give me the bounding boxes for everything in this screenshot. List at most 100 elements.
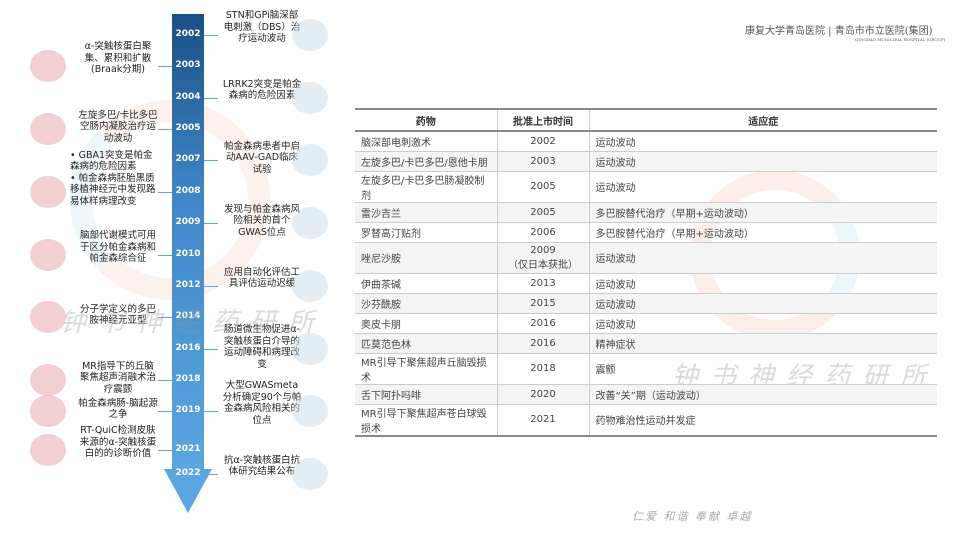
drug-cell: 唑尼沙胺 [355,242,497,274]
timeline-arrow-head [164,469,212,513]
table-row: MR引导下聚焦超声苍白球毁损术 2021 药物难治性运动并发症 [355,404,937,437]
timeline-year: 2012 [175,280,201,290]
timeline-connector [158,450,172,451]
indication-cell: 运动波动 [588,313,937,334]
approval-year-cell: 2015 [496,293,589,314]
table-row: 左旋多巴/卡巴多巴肠凝胶制剂 2005 运动波动 [355,171,937,203]
approval-year-cell: 2002 [496,131,589,152]
watermark-text: 钟书神经药研所 [60,308,327,338]
timeline-year: 2010 [175,249,201,259]
indication-cell: 运动波动 [588,293,937,314]
drug-cell: 沙芬酰胺 [355,293,497,314]
table-row: 唑尼沙胺 2009 （仅日本获批） 运动波动 [355,242,937,274]
table-row: 雷沙吉兰 2005 多巴胺替代治疗（早期+运动波动） [355,202,937,223]
illustration-icon [292,82,328,114]
table-row: 匹莫范色林 2016 精神症状 [355,333,937,354]
illustration-icon [30,301,66,333]
timeline-connector [158,380,172,381]
table-row: 罗替高汀贴剂 2006 多巴胺替代治疗（早期+运动波动） [355,222,937,243]
approval-year-cell: 2013 [496,273,589,294]
approval-year-cell: 2006 [496,222,589,243]
timeline-year: 2005 [175,123,201,133]
drug-cell: MR引导下聚焦超声丘脑毁损术 [355,353,497,385]
timeline-year: 2004 [175,92,201,102]
approval-year-cell: 2020 [496,384,589,405]
drug-cell: MR引导下聚焦超声苍白球毁损术 [355,404,497,437]
timeline-event-left: 帕金森病肠-脑起源之争 [78,397,158,421]
timeline-year: 2007 [175,154,201,164]
timeline-event-right: 大型GWASmeta分析确定90个与帕金森病风险相关的位点 [222,380,302,426]
indication-cell: 运动波动 [588,242,937,274]
table-row: 舌下阿扑吗啡 2020 改善“关”期（运动波动） [355,384,937,405]
approval-year-cell: 2016 [496,333,589,354]
timeline-year: 2022 [175,468,201,478]
timeline-year: 2002 [175,29,201,39]
timeline-year: 2018 [175,374,201,384]
timeline-event-right: 抗α-突触核蛋白抗体研究结果公布 [223,454,301,478]
illustration-icon [292,144,328,176]
timeline-connector [204,98,218,99]
column-header: 批准上市时间 [496,108,589,132]
illustration-icon [30,395,66,427]
illustration-icon [30,239,66,271]
drug-cell: 左旋多巴/卡巴多巴/恩他卡朋 [355,151,497,172]
approval-year-cell: 2005 [496,202,589,223]
timeline-connector [158,255,172,256]
table-row: MR引导下聚焦超声丘脑毁损术 2018 震颤 [355,353,937,385]
timeline-event-left: RT-QuiC检测皮肤来源的α-突触核蛋白的的诊断价值 [79,425,157,459]
illustration-icon [30,176,66,208]
timeline-event-right: STN和GPi脑深部电刺激（DBS）治疗运动波动 [223,10,301,44]
illustration-icon [292,19,328,51]
column-header: 适应症 [588,108,937,132]
timeline-event-left: 脑部代谢模式可用于区分帕金森病和帕金森综合征 [79,230,156,264]
timeline-event-left: α-突触核蛋白聚集、累积和扩散(Braak分期) [84,41,152,75]
indication-cell: 精神症状 [588,333,937,354]
illustration-icon [30,50,66,82]
approval-year-cell: 2005 [496,171,589,203]
drug-cell: 雷沙吉兰 [355,202,497,223]
timeline-event-left: 左旋多巴/卡比多巴空肠内凝胶治疗运动波动 [78,109,158,144]
timeline-connector [204,349,218,350]
hospital-logo: 康复大学青岛医院 | 青岛市市立医院(集团) QINGDAO MUNICIPAL… [745,26,946,42]
drug-cell: 左旋多巴/卡巴多巴肠凝胶制剂 [355,171,497,203]
timeline-event-right: 帕金森病患者中启动AAV-GAD临床试验 [223,140,300,175]
timeline-event-left: MR指导下的丘脑聚焦超声消融术治疗震颤 [79,360,156,395]
indication-cell: 多巴胺替代治疗（早期+运动波动） [588,202,937,223]
indication-cell: 运动波动 [588,151,937,172]
logo-sub-text: QINGDAO MUNICIPAL HOSPITAL (GROUP) [855,37,946,42]
indication-cell: 改善“关”期（运动波动） [588,384,937,405]
indication-cell: 运动波动 [588,171,937,203]
indication-cell: 震颤 [588,353,937,385]
timeline-connector [158,66,172,67]
illustration-icon [292,270,328,302]
timeline-event-right: 肠道微生物促进α-突触核蛋白介导的运动障碍和病理改变 [223,324,301,370]
timeline-event-right: 发现与帕金森病风险相关的首个GWAS位点 [223,203,300,238]
timeline-connector [158,192,172,193]
timeline-connector [204,35,218,36]
drug-cell: 脑深部电刺激术 [355,131,497,152]
timeline-connector [204,411,218,412]
illustration-icon [292,458,328,490]
approval-year-cell: 2018 [496,353,589,385]
logo-right-text: 青岛市市立医院(集团) [834,26,933,37]
timeline-year: 2016 [175,343,201,353]
drug-cell: 奥皮卡朋 [355,313,497,334]
drug-cell: 舌下阿扑吗啡 [355,384,497,405]
illustration-icon [30,113,66,145]
timeline-year: 2019 [175,405,201,415]
approval-year-cell: 2021 [496,404,589,437]
table-row: 沙芬酰胺 2015 运动波动 [355,293,937,314]
table-row: 伊曲茶碱 2013 运动波动 [355,273,937,294]
table-row: 奥皮卡朋 2016 运动波动 [355,313,937,334]
timeline-connector [158,129,172,130]
drug-cell: 伊曲茶碱 [355,273,497,294]
timeline-event-right: 应用自动化评估工具评估运动迟缓 [223,266,300,290]
column-header: 药物 [355,108,497,132]
illustration-icon [292,333,328,365]
timeline-connector [158,317,172,318]
timeline-year: 2003 [175,60,201,70]
timeline-connector [158,411,172,412]
drug-cell: 匹莫范色林 [355,333,497,354]
timeline-year: 2009 [175,217,201,227]
timeline-event-left: • GBA1突变是帕金森病的危险因素 • 帕金森病胚胎黑质移植神经元中发现路易体… [70,149,156,207]
